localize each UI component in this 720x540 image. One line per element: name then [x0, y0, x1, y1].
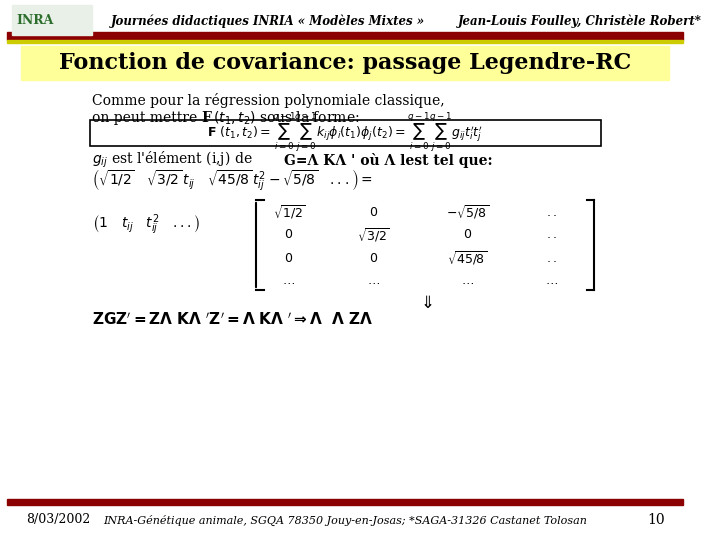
- Text: $..$: $..$: [546, 206, 557, 219]
- Text: $\Downarrow$: $\Downarrow$: [417, 294, 433, 312]
- Text: 10: 10: [647, 513, 665, 527]
- Text: $0$: $0$: [284, 228, 294, 241]
- Bar: [7, 499, 683, 505]
- Text: $\ldots$: $\ldots$: [367, 274, 380, 287]
- Text: $\sqrt{3/2}$: $\sqrt{3/2}$: [357, 226, 390, 244]
- Text: Fonction de covariance: passage Legendre-RC: Fonction de covariance: passage Legendre…: [59, 52, 631, 74]
- Text: $\ldots$: $\ldots$: [282, 274, 295, 287]
- Text: Comme pour la régression polynomiale classique,: Comme pour la régression polynomiale cla…: [91, 92, 444, 107]
- Bar: [21, 46, 669, 80]
- Text: $-\sqrt{5/8}$: $-\sqrt{5/8}$: [446, 203, 489, 221]
- Text: F: F: [202, 111, 212, 125]
- Text: G=Λ KΛ ' où Λ lest tel que:: G=Λ KΛ ' où Λ lest tel que:: [284, 152, 492, 167]
- Bar: [7, 32, 683, 40]
- Text: $\left(\sqrt{1/2}\quad \sqrt{3/2}\,t_{ij}\quad \sqrt{45/8}\,t_{ij}^2-\sqrt{5/8}\: $\left(\sqrt{1/2}\quad \sqrt{3/2}\,t_{ij…: [91, 167, 372, 193]
- Text: $..$: $..$: [546, 252, 557, 265]
- Text: $\sqrt{45/8}$: $\sqrt{45/8}$: [447, 249, 487, 267]
- Text: $..$: $..$: [546, 228, 557, 241]
- Text: $0$: $0$: [284, 252, 294, 265]
- FancyBboxPatch shape: [90, 120, 600, 146]
- Text: $\mathbf{ZGZ'= Z\Lambda\ K\Lambda\ 'Z'= \Lambda\ K\Lambda\ '\Rightarrow \Lambda\: $\mathbf{ZGZ'= Z\Lambda\ K\Lambda\ 'Z'= …: [91, 312, 373, 328]
- Text: 8/03/2002: 8/03/2002: [26, 514, 90, 526]
- Text: $0$: $0$: [369, 252, 378, 265]
- Text: Journées didactiques INRIA « Modèles Mixtes »: Journées didactiques INRIA « Modèles Mix…: [110, 14, 425, 28]
- Text: $0$: $0$: [463, 228, 472, 241]
- Text: INRA: INRA: [17, 14, 54, 26]
- Text: $0$: $0$: [369, 206, 378, 219]
- Bar: [7, 40, 683, 43]
- Text: $(t_1, t_2)$ sous la forme:: $(t_1, t_2)$ sous la forme:: [209, 109, 360, 127]
- Text: $\mathbf{F}\ (t_1,t_2)=\sum_{i=0}^{q-1}\sum_{j=0}^{q-1}k_{ij}\phi_i(t_1)\phi_j(t: $\mathbf{F}\ (t_1,t_2)=\sum_{i=0}^{q-1}\…: [207, 111, 483, 155]
- Text: INRA-Génétique animale, SGQA 78350 Jouy-en-Josas; *SAGA-31326 Castanet Tolosan: INRA-Génétique animale, SGQA 78350 Jouy-…: [103, 515, 587, 525]
- Text: $\left(1\quad t_{ij}\quad t_{ij}^2\quad ...\right)$: $\left(1\quad t_{ij}\quad t_{ij}^2\quad …: [91, 213, 200, 237]
- Text: Jean-Louis Foulley, Christèle Robert*: Jean-Louis Foulley, Christèle Robert*: [458, 14, 702, 28]
- Text: $\ldots$: $\ldots$: [461, 274, 474, 287]
- Bar: [12, 5, 91, 35]
- Text: $\sqrt{1/2}$: $\sqrt{1/2}$: [273, 203, 305, 221]
- Text: $g_{ij}$ est l'élément (i,j) de: $g_{ij}$ est l'élément (i,j) de: [91, 150, 253, 170]
- Text: on peut mettre: on peut mettre: [91, 111, 202, 125]
- Text: $\ldots$: $\ldots$: [545, 274, 558, 287]
